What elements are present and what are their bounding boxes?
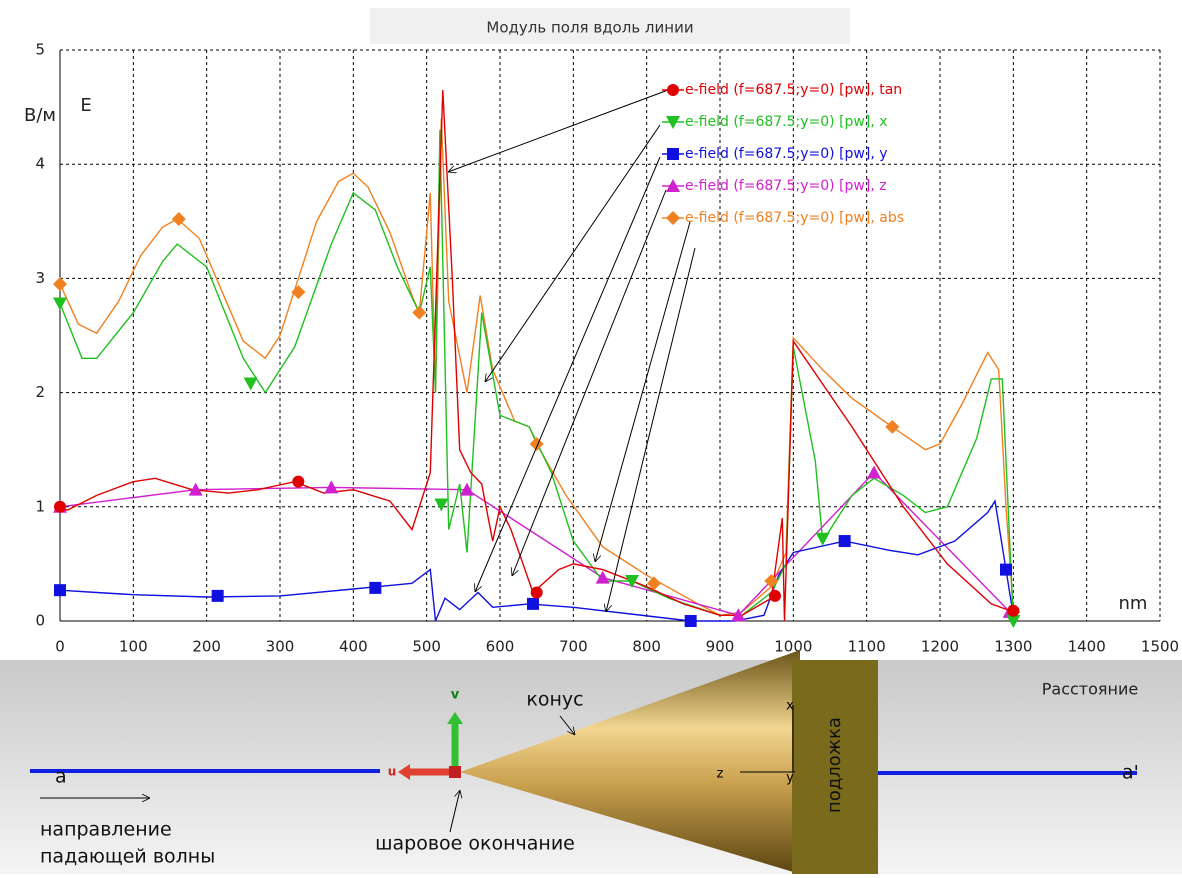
- x-tick-label: 1200: [921, 638, 959, 656]
- arrow: [595, 222, 690, 562]
- label-z: z: [717, 767, 724, 782]
- tip: [449, 766, 461, 778]
- marker: [212, 590, 224, 602]
- marker: [412, 306, 426, 320]
- y-tick-label: 1: [35, 497, 45, 515]
- arrow: [448, 90, 668, 172]
- y-tick-label: 2: [35, 383, 45, 401]
- marker: [53, 277, 67, 291]
- series-line: [60, 90, 1013, 621]
- x-tick-label: 400: [339, 638, 368, 656]
- label-a: а: [55, 766, 67, 788]
- y-tick-label: 5: [35, 41, 45, 59]
- chart-title: Модуль поля вдоль линии: [486, 19, 693, 37]
- label-direction-2: падающей волны: [40, 846, 215, 868]
- marker: [885, 420, 899, 434]
- legend: e-field (f=687.5;y=0) [pw], tan e-field (…: [662, 82, 904, 226]
- legend-label: e-field (f=687.5;y=0) [pw], z: [685, 178, 887, 194]
- label-a-prime: а': [1122, 762, 1139, 784]
- x-tick-label: 600: [486, 638, 515, 656]
- marker: [1000, 564, 1012, 576]
- label-v: v: [451, 688, 460, 703]
- marker: [54, 501, 66, 513]
- x-tick-label: 1400: [1068, 638, 1106, 656]
- marker: [667, 84, 679, 96]
- marker: [769, 590, 781, 602]
- x-tick-label: 200: [192, 638, 221, 656]
- marker: [434, 499, 448, 512]
- marker: [527, 598, 539, 610]
- x-tick-label: 0: [55, 638, 65, 656]
- x-tick-label: 800: [632, 638, 661, 656]
- marker: [291, 285, 305, 299]
- marker: [369, 582, 381, 594]
- marker: [53, 298, 67, 311]
- y-label: E: [80, 95, 91, 116]
- y-tick-label: 3: [35, 269, 45, 287]
- x-label: Расстояние: [1042, 680, 1138, 699]
- label-u: u: [388, 765, 397, 779]
- legend-label: e-field (f=687.5;y=0) [pw], x: [685, 114, 888, 130]
- series-line: [60, 130, 1013, 621]
- scene: Расстояние а а' конус подложка направлен…: [0, 650, 1182, 874]
- marker: [685, 615, 697, 627]
- marker: [667, 148, 679, 160]
- legend-label: e-field (f=687.5;y=0) [pw], y: [685, 146, 888, 162]
- x-tick-label: 700: [559, 638, 588, 656]
- x-tick-label: 1300: [994, 638, 1032, 656]
- marker: [867, 466, 881, 479]
- arrow: [475, 157, 660, 592]
- arrow: [606, 248, 695, 612]
- marker: [244, 377, 258, 390]
- y-tick-label: 4: [35, 155, 45, 173]
- x-tick-label: 100: [119, 638, 148, 656]
- arrow: [512, 190, 666, 576]
- label-cone: конус: [526, 689, 583, 711]
- marker: [530, 437, 544, 451]
- label-substrate: подложка: [824, 717, 845, 813]
- arrow: [485, 125, 660, 382]
- marker: [1007, 605, 1019, 617]
- y-tick-label: 0: [35, 612, 45, 630]
- label-direction-1: направление: [40, 819, 172, 841]
- label-y: y: [786, 771, 794, 786]
- marker: [531, 586, 543, 598]
- x-tick-label: 1500: [1141, 638, 1179, 656]
- marker: [666, 211, 680, 225]
- y-unit: В/м: [24, 105, 56, 126]
- marker: [839, 535, 851, 547]
- label-tip: шаровое окончание: [375, 833, 575, 855]
- marker: [292, 476, 304, 488]
- x-tick-label: 300: [266, 638, 295, 656]
- chart: Модуль поля вдоль линии В/м E nm 0123450…: [0, 0, 1182, 874]
- x-tick-label: 1100: [848, 638, 886, 656]
- x-unit: nm: [1119, 593, 1148, 614]
- label-x: x: [786, 699, 794, 714]
- marker: [54, 584, 66, 596]
- legend-label: e-field (f=687.5;y=0) [pw], abs: [685, 210, 904, 226]
- marker: [816, 533, 830, 546]
- legend-label: e-field (f=687.5;y=0) [pw], tan: [685, 82, 902, 98]
- x-tick-label: 900: [706, 638, 735, 656]
- marker: [596, 571, 610, 584]
- x-tick-label: 500: [412, 638, 441, 656]
